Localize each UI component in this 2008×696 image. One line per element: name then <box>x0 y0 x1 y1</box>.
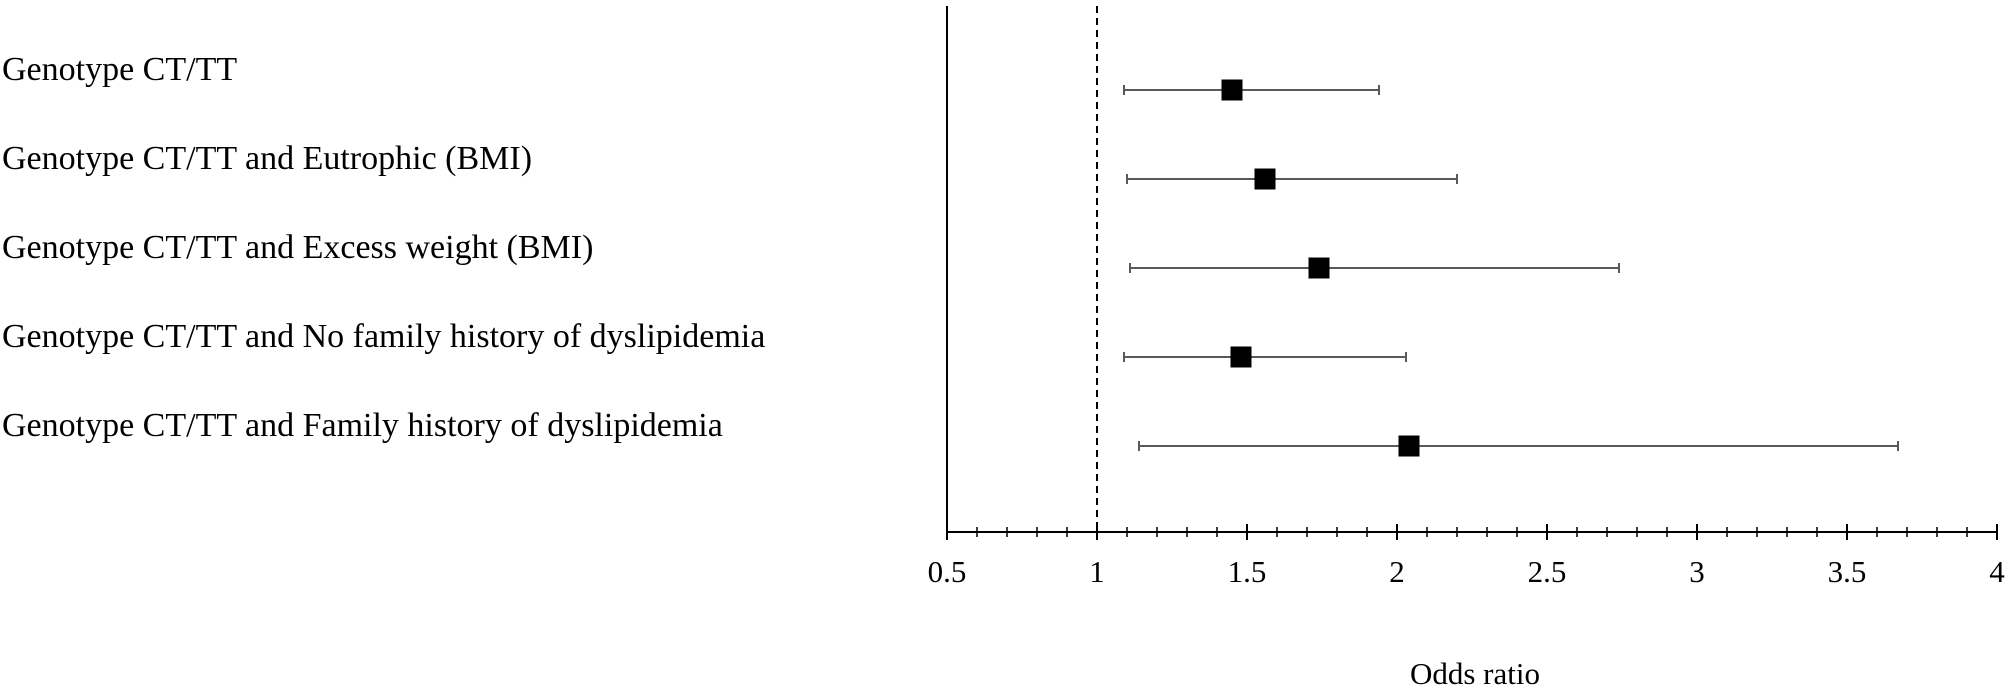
x-tick-label: 3 <box>1689 554 1705 589</box>
row-label: Genotype CT/TT and Excess weight (BMI) <box>2 229 593 266</box>
x-tick-label: 4 <box>1989 554 2005 589</box>
x-tick-label: 3.5 <box>1828 554 1867 589</box>
row-label: Genotype CT/TT and Eutrophic (BMI) <box>2 140 532 177</box>
x-axis-title: Odds ratio <box>1410 656 1540 691</box>
row-label: Genotype CT/TT <box>2 51 237 88</box>
x-tick-label: 1 <box>1089 554 1105 589</box>
odds-ratio-marker <box>1308 257 1330 279</box>
row-label: Genotype CT/TT and No family history of … <box>2 318 765 355</box>
odds-ratio-markers <box>1221 79 1420 457</box>
x-tick-label: 0.5 <box>928 554 967 589</box>
odds-ratio-marker <box>1398 435 1420 457</box>
x-axis-tick-labels: 0.5 1 1.5 2 2.5 3 3.5 4 <box>928 554 2006 589</box>
axes <box>946 6 1998 533</box>
odds-ratio-marker <box>1221 79 1243 101</box>
row-label: Genotype CT/TT and Family history of dys… <box>2 407 723 444</box>
x-tick-label: 1.5 <box>1228 554 1267 589</box>
row-labels: Genotype CT/TT Genotype CT/TT and Eutroph… <box>2 51 765 444</box>
odds-ratio-marker <box>1230 346 1252 368</box>
confidence-intervals <box>1123 85 1899 451</box>
x-axis-ticks <box>946 524 1998 540</box>
odds-ratio-marker <box>1254 168 1276 190</box>
x-tick-label: 2 <box>1389 554 1405 589</box>
x-tick-label: 2.5 <box>1528 554 1567 589</box>
